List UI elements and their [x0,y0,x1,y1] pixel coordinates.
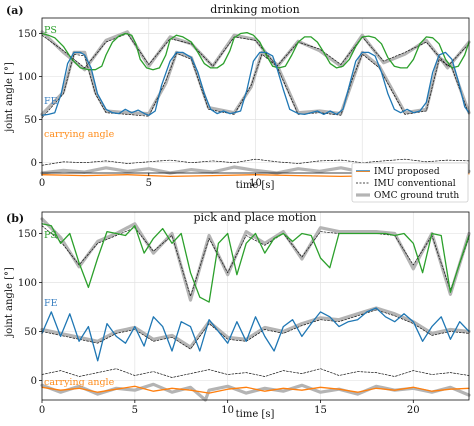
panel-b-frame [41,211,470,401]
legend-swatch-proposed [356,170,370,172]
panel-b-ylabel: joint angle [°] [4,267,15,338]
series-a-ps-omc [40,30,471,72]
panel-a-title: drinking motion [210,3,299,16]
panel-a-fe-label: FE [44,96,58,107]
panel-a-xlabel: time [s] [236,180,275,191]
series-a-ps-proposed [41,31,470,71]
legend: IMU proposed IMU conventional OMC ground… [351,162,469,203]
y-tick-label: 150 [18,29,37,40]
series-a-fe-conventional [41,52,470,119]
y-tick-label: 50 [24,327,37,338]
y-tick-label: 0 [31,376,37,387]
x-tick-label: 0 [39,405,45,416]
y-tick-label: 50 [24,115,37,126]
series-b-carrying-conventional [41,368,470,378]
panel-a-label: (a) [6,4,24,17]
legend-box [351,162,469,203]
x-tick-label: 20 [407,405,420,416]
series-b-ps-proposed [41,223,470,303]
y-tick-label: 150 [18,229,37,240]
x-tick-label: 10 [249,178,262,189]
x-tick-label: 5 [132,405,138,416]
legend-label-proposed: IMU proposed [374,167,440,177]
panel-b-label: (b) [6,212,24,225]
series-b-ps-omc [40,217,471,302]
legend-label-omc: OMC ground truth [374,191,459,201]
series-b-fe-proposed [41,307,470,362]
panel-a: (a) drinking motion joint angle [°] time… [4,3,471,191]
series-b-carrying-proposed [41,385,470,394]
series-b-ps-conventional [41,225,470,297]
panel-b-series [40,217,471,402]
legend-label-conventional: IMU conventional [374,179,456,189]
x-tick-label: 5 [146,178,152,189]
y-tick-label: 0 [31,158,37,169]
panel-b-xlabel: time [s] [236,409,275,420]
y-tick-label: 100 [18,278,37,289]
panel-a-frame [41,17,470,174]
series-a-ps-conventional [41,33,470,69]
series-b-fe-conventional [41,309,470,350]
panel-b: (b) pick and place motion joint angle [°… [4,211,471,420]
panel-b-title: pick and place motion [193,211,316,224]
panel-a-ylabel: joint angle [°] [4,62,15,133]
x-tick-label: 15 [314,405,327,416]
series-a-fe-omc [40,50,471,117]
panel-b-ticks: 0 5 10 15 20 0 50 100 150 [18,229,420,416]
panel-b-fe-label: FE [44,298,58,309]
panel-b-carry-label: carrying angle [44,377,115,388]
series-a-fe-proposed [41,51,470,116]
panel-a-ticks: 051015050100150 [18,29,369,189]
x-tick-label: 0 [39,178,45,189]
series-a-carrying-conventional [41,158,470,166]
panel-b-ps-label: PS [44,230,57,241]
x-tick-label: 10 [221,405,234,416]
panel-a-carry-label: carrying angle [44,129,115,140]
y-tick-label: 100 [18,72,37,83]
panel-a-ps-label: PS [44,25,57,36]
